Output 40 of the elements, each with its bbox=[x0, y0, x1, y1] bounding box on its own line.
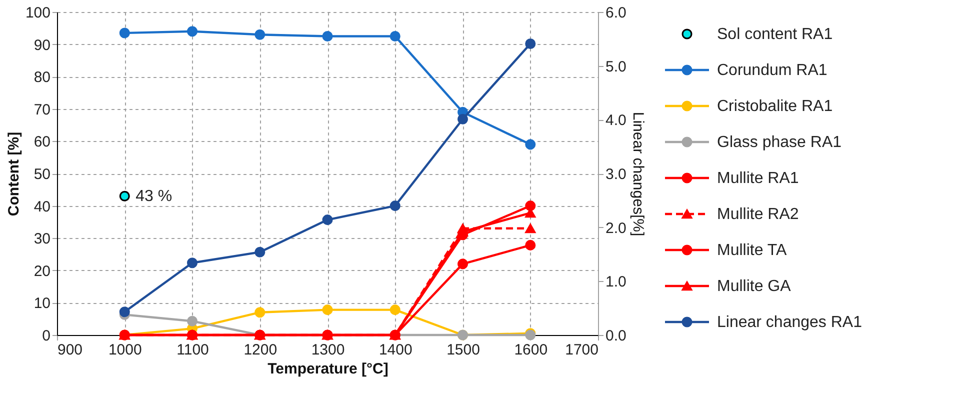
legend-label: Mullite TA bbox=[717, 242, 787, 259]
y2-tick-label: 2.0 bbox=[606, 220, 626, 237]
y2-tick-label: 4.0 bbox=[606, 112, 626, 130]
legend-label: Mullite RA1 bbox=[717, 170, 799, 187]
x-tick-label: 1600 bbox=[514, 342, 548, 358]
y2-tick-label: 6.0 bbox=[606, 4, 626, 22]
y-tick-label: 70 bbox=[34, 101, 50, 118]
legend-label: Cristobalite RA1 bbox=[717, 98, 833, 115]
y2-tick-label: 5.0 bbox=[606, 58, 626, 76]
y-tick-label: 90 bbox=[34, 36, 50, 54]
x-tick-label: 1300 bbox=[311, 342, 345, 358]
y-tick-label: 20 bbox=[34, 262, 50, 280]
x-axis-title: Temperature [°C] bbox=[268, 360, 388, 378]
y2-tick-label: 3.0 bbox=[606, 166, 626, 183]
x-tick-label: 1100 bbox=[176, 342, 209, 358]
y-tick-label: 10 bbox=[34, 295, 50, 312]
x-tick-label: 900 bbox=[58, 342, 83, 358]
y-tick-label: 40 bbox=[34, 198, 50, 216]
annotation: 43 % bbox=[136, 188, 172, 206]
legend-label: Corundum RA1 bbox=[717, 62, 828, 79]
legend-label: Linear changes RA1 bbox=[717, 314, 862, 331]
x-tick-label: 1200 bbox=[244, 342, 278, 358]
y-tick-label: 100 bbox=[25, 4, 50, 22]
y2-tick-label: 1.0 bbox=[606, 274, 626, 291]
legend-label: Mullite RA2 bbox=[717, 206, 799, 223]
x-tick-label: 1400 bbox=[378, 342, 412, 358]
y-tick-label: 50 bbox=[34, 166, 50, 183]
y-tick-label: 30 bbox=[34, 230, 50, 248]
y2-axis-title: Linear changes[%] bbox=[629, 112, 646, 236]
y-tick-label: 80 bbox=[34, 69, 50, 86]
y-axis-title: Content [%] bbox=[5, 132, 22, 216]
x-tick-label: 1500 bbox=[446, 342, 480, 358]
x-tick-label: 1000 bbox=[108, 342, 142, 358]
legend-label: Sol content RA1 bbox=[717, 26, 833, 43]
x-tick-label: 1700 bbox=[565, 342, 598, 358]
y-tick-label: 0 bbox=[42, 328, 50, 344]
y2-tick-label: 0.0 bbox=[606, 328, 626, 344]
y-tick-label: 60 bbox=[34, 134, 50, 151]
legend-label: Glass phase RA1 bbox=[717, 134, 842, 151]
legend-label: Mullite GA bbox=[717, 278, 792, 295]
